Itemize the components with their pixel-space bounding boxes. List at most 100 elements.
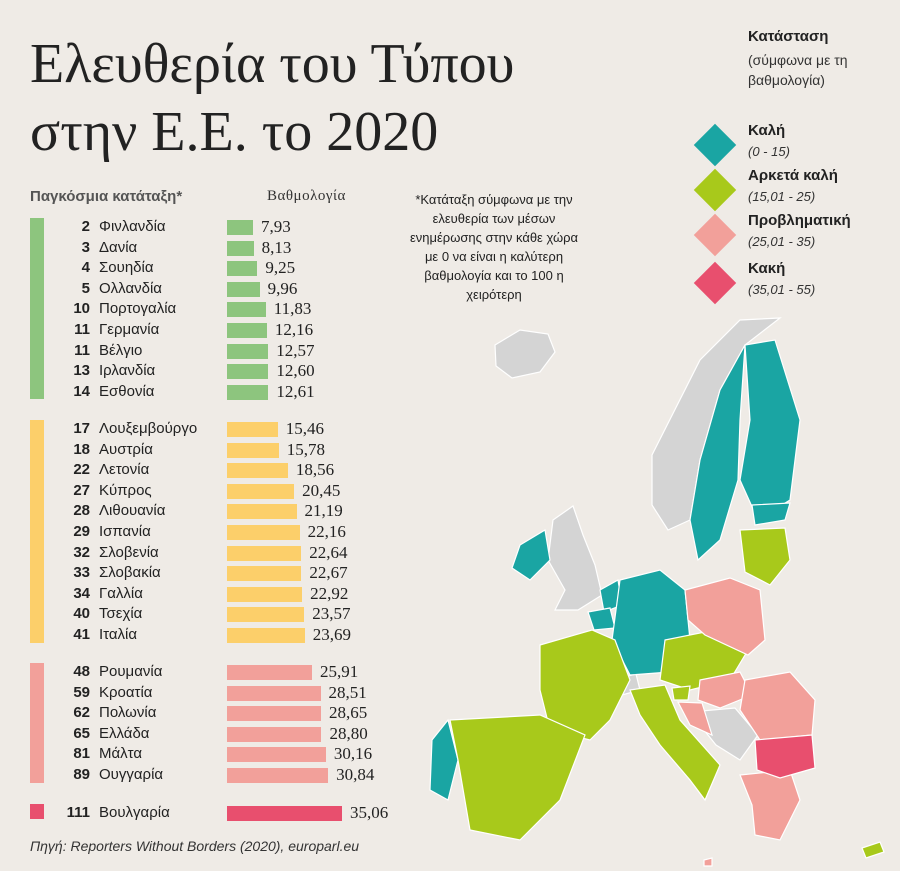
legend-range: (35,01 - 55) [748,282,816,297]
legend-diamond-icon [693,168,737,212]
bar-row: 13 Ιρλανδία 12,60 [0,361,420,381]
bar [227,384,269,400]
country-label: Αυστρία [99,440,153,458]
bar-row: 11 Βέλγιο 12,57 [0,341,420,361]
bar [227,442,279,458]
bar-row: 32 Σλοβενία 22,64 [0,543,420,563]
bar [227,281,260,297]
rank-label: 65 [73,724,90,742]
bar [227,726,322,742]
map-croatia [676,701,713,737]
country-label: Βουλγαρία [99,804,170,821]
bar-row: 11 Γερμανία 12,16 [0,320,420,340]
map-slovenia [671,685,691,701]
rank-label: 2 [81,218,90,235]
bar-row: 48 Ρουμανία 25,91 [0,662,420,682]
rank-label: 11 [74,341,90,359]
bar [227,768,329,783]
country-label: Κροατία [99,683,153,701]
value-label: 12,61 [276,381,315,401]
value-label: 22,67 [309,563,348,583]
bar-row: 29 Ισπανία 22,16 [0,522,420,542]
map-spain [449,714,586,841]
country-label: Πορτογαλία [99,300,177,318]
rank-label: 10 [73,300,90,318]
country-label: Φινλανδία [99,218,166,235]
bar [227,504,297,520]
country-label: Λετονία [99,461,150,479]
rank-label: 14 [73,382,90,400]
rank-label: 111 [66,804,90,821]
rank-label: 32 [73,543,90,561]
rank-label: 4 [81,259,90,277]
legend-range: (15,01 - 25) [748,189,816,204]
bar [227,806,342,821]
map-sweden [689,344,746,562]
bar-row: 10 Πορτογαλία 11,83 [0,299,420,319]
bar-row: 17 Λουξεμβούργο 15,46 [0,419,420,439]
legend-title: Κατάσταση [748,28,829,45]
legend-label: Κακή [748,260,786,277]
country-label: Μάλτα [99,745,143,763]
value-label: 23,69 [312,625,351,644]
rank-label: 11 [74,321,90,338]
bar [227,566,302,582]
legend-diamond-icon [693,123,737,167]
rank-label: 40 [73,605,90,623]
chart-title-line1: Ελευθερία του Τύπου [30,33,515,95]
bar [227,302,266,318]
bar-row: 2 Φινλανδία 7,93 [0,217,420,237]
map-iceland [494,329,556,379]
country-label: Βέλγιο [99,341,143,359]
rank-label: 89 [73,766,90,783]
country-label: Τσεχία [99,605,143,623]
rank-label: 5 [81,279,90,297]
bar-row: 34 Γαλλία 22,92 [0,584,420,604]
country-label: Γαλλία [99,584,143,602]
bar-row: 89 Ουγγαρία 30,84 [0,765,420,785]
bar [227,422,278,437]
map-portugal [429,718,459,801]
value-label: 15,78 [286,439,325,459]
bar [227,685,321,701]
rank-label: 48 [73,663,90,680]
value-label: 12,60 [276,361,315,381]
map-malta [703,857,713,867]
bar-row: 40 Τσεχία 23,57 [0,604,420,624]
value-label: 12,16 [274,320,314,339]
value-label: 30,84 [336,765,375,784]
map-non-eu [494,317,782,761]
country-label: Σλοβενία [99,543,159,561]
rank-label: 33 [73,564,90,582]
country-label: Ιρλανδία [99,362,156,380]
country-label: Λιθουανία [99,502,166,520]
value-label: 35,06 [350,803,389,822]
value-label: 22,92 [310,583,349,603]
bar-row: 18 Αυστρία 15,78 [0,440,420,460]
bar [227,706,321,722]
rank-label: 18 [73,440,90,458]
bar-row: 65 Ελλάδα 28,80 [0,724,420,744]
bar-row: 27 Κύπρος 20,45 [0,481,420,501]
country-label: Εσθονία [99,382,155,400]
bar [227,665,312,680]
bar-row: 3 Δανία 8,13 [0,238,420,258]
map-finland [739,339,801,521]
rank-column-header: Παγκόσμια κατάταξη* [30,188,183,205]
bar [227,525,300,540]
value-label: 20,45 [302,480,341,500]
country-label: Ουγγαρία [99,766,164,783]
country-label: Δανία [99,238,138,256]
rank-label: 22 [73,461,90,479]
rank-label: 3 [81,238,90,256]
group-marker [30,804,44,819]
bar-row: 62 Πολωνία 28,65 [0,703,420,723]
country-label: Κύπρος [99,481,152,499]
value-label: 25,91 [319,662,359,681]
map-poland [684,577,766,656]
bar-row: 14 Εσθονία 12,61 [0,382,420,402]
bar [227,323,267,338]
bar-row: 81 Μάλτα 30,16 [0,744,420,764]
legend-label: Προβληματική [748,212,851,229]
bar [227,586,303,602]
